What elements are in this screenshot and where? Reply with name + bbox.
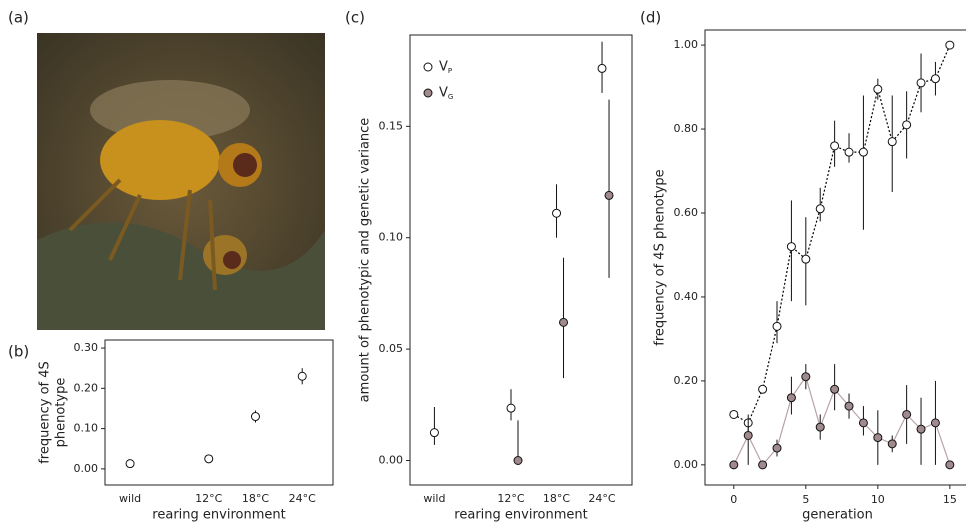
point xyxy=(743,430,753,440)
x-tick-label: 0 xyxy=(730,493,737,506)
x-tick-label: 5 xyxy=(802,493,809,506)
point xyxy=(429,428,439,438)
point xyxy=(204,454,214,464)
plot-frame xyxy=(409,34,633,486)
point xyxy=(758,460,768,470)
y-tick-label: 1.00 xyxy=(674,38,699,51)
point xyxy=(830,141,840,151)
point xyxy=(858,147,868,157)
y-axis-label: frequency of 4S xyxy=(38,361,53,464)
series-line xyxy=(733,44,951,424)
point xyxy=(506,403,516,413)
y-tick-label: 0.00 xyxy=(674,458,699,471)
y-tick-label: 0.15 xyxy=(379,119,404,132)
point xyxy=(945,460,955,470)
series-line xyxy=(733,375,951,466)
x-axis-label: generation xyxy=(802,508,873,523)
point xyxy=(930,74,940,84)
x-tick-label: 24°C xyxy=(588,492,615,505)
y-tick-label: 0.40 xyxy=(674,290,699,303)
x-tick-label: 12°C xyxy=(195,492,222,505)
point xyxy=(930,418,940,428)
point xyxy=(513,455,523,465)
y-axis-label: phenotype xyxy=(54,378,69,448)
x-axis-label: rearing environment xyxy=(454,508,587,523)
plot-frame xyxy=(104,339,334,486)
legend-marker xyxy=(423,62,433,72)
y-tick-label: 0.60 xyxy=(674,206,699,219)
point xyxy=(916,424,926,434)
legend-label: VP xyxy=(439,60,452,76)
point xyxy=(801,372,811,382)
point xyxy=(858,418,868,428)
x-tick-label: 18°C xyxy=(242,492,269,505)
point xyxy=(297,371,307,381)
y-tick-label: 0.20 xyxy=(674,374,699,387)
point xyxy=(758,384,768,394)
point xyxy=(559,317,569,327)
x-tick-label: 18°C xyxy=(543,492,570,505)
point xyxy=(844,147,854,157)
y-tick-label: 0.00 xyxy=(379,453,404,466)
y-axis-label: frequency of 4S phenotype xyxy=(653,169,668,345)
point xyxy=(772,443,782,453)
point xyxy=(815,422,825,432)
legend-label: VG xyxy=(439,86,453,102)
point xyxy=(125,459,135,469)
point xyxy=(815,204,825,214)
x-tick-label: 24°C xyxy=(289,492,316,505)
x-tick-label: 10 xyxy=(871,493,885,506)
y-axis-label: amount of phenotypic and genetic varianc… xyxy=(358,118,373,403)
y-tick-label: 0.10 xyxy=(379,231,404,244)
x-tick-label: wild xyxy=(423,492,445,505)
point xyxy=(873,84,883,94)
point xyxy=(786,393,796,403)
y-tick-label: 0.10 xyxy=(74,422,99,435)
point xyxy=(786,242,796,252)
point xyxy=(916,78,926,88)
point xyxy=(729,409,739,419)
point xyxy=(801,254,811,264)
point xyxy=(945,40,955,50)
point xyxy=(844,401,854,411)
plot-frame xyxy=(704,29,966,486)
panel-label: (d) xyxy=(640,9,661,27)
panel-label: (b) xyxy=(8,343,29,361)
x-tick-label: wild xyxy=(119,492,141,505)
point xyxy=(597,63,607,73)
x-tick-label: 15 xyxy=(943,493,957,506)
y-tick-label: 0.00 xyxy=(74,462,99,475)
x-tick-label: 12°C xyxy=(497,492,524,505)
y-tick-label: 0.20 xyxy=(74,381,99,394)
point xyxy=(902,409,912,419)
x-axis-label: rearing environment xyxy=(152,508,285,523)
point xyxy=(250,412,260,422)
panel-label: (a) xyxy=(8,9,29,27)
legend-marker xyxy=(423,88,433,98)
y-tick-label: 0.30 xyxy=(74,341,99,354)
y-tick-label: 0.80 xyxy=(674,122,699,135)
photo xyxy=(37,33,325,330)
point xyxy=(830,384,840,394)
point xyxy=(729,460,739,470)
point xyxy=(552,208,562,218)
point xyxy=(873,433,883,443)
point xyxy=(902,120,912,130)
point xyxy=(887,439,897,449)
panel-label: (c) xyxy=(345,9,365,27)
y-tick-label: 0.05 xyxy=(379,342,404,355)
point xyxy=(604,190,614,200)
point xyxy=(772,321,782,331)
point xyxy=(887,137,897,147)
